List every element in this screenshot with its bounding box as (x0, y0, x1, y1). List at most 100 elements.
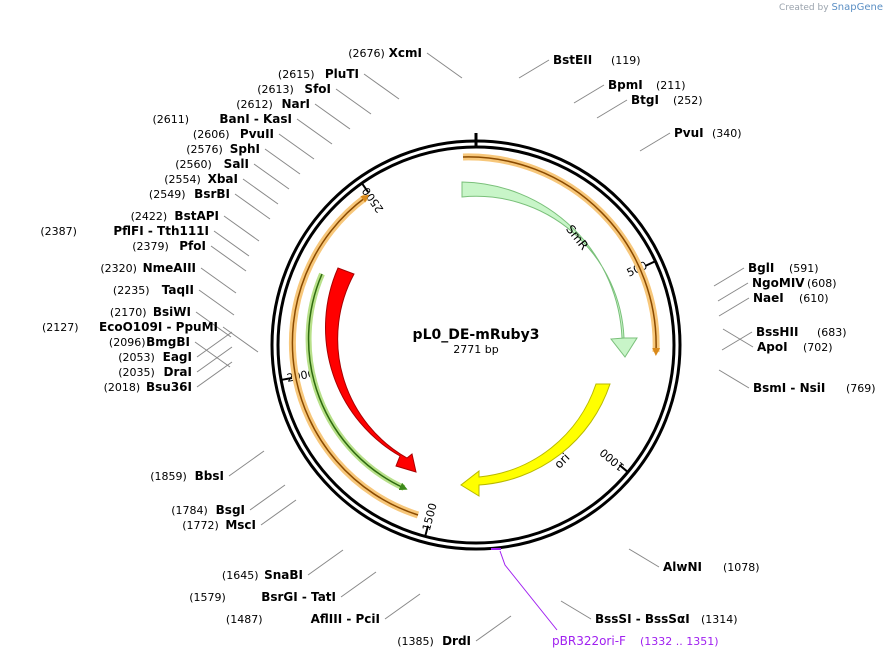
site-position: (2320) (100, 262, 137, 275)
site-name: BglI (748, 261, 774, 275)
site-drai[interactable]: DraI (2035) (118, 346, 233, 379)
site-name: PluTI (325, 67, 359, 81)
site-name: XbaI (208, 172, 238, 186)
site-bani-kasi[interactable]: BanI - KasI (2611) (153, 112, 333, 145)
site-taqii[interactable]: TaqII (2235) (113, 283, 235, 316)
site-name: BtgI (631, 93, 659, 107)
site-name: BpmI (608, 78, 643, 92)
site-position: (1314) (701, 613, 738, 626)
site-leader (314, 103, 351, 130)
primer-name[interactable]: pBR322ori-F (552, 634, 626, 648)
site-name: PvuI (674, 126, 704, 140)
site-position: (340) (712, 127, 742, 140)
site-bsu36i[interactable]: Bsu36I (2018) (104, 361, 233, 394)
site-apoi[interactable]: ApoI (702) (722, 328, 833, 354)
site-sfoi[interactable]: SfoI (2613) (257, 82, 372, 115)
site-snabi[interactable]: SnaBI (1645) (222, 549, 344, 582)
site-sphi[interactable]: SphI (2576) (186, 142, 301, 175)
site-position: (610) (799, 292, 829, 305)
site-pflfi-tth111i[interactable]: PflFI - Tth111I (2387) (40, 224, 250, 257)
site-position: (591) (789, 262, 819, 275)
site-leader (628, 548, 660, 568)
site-bsrgi-tati[interactable]: BsrGI - TatI (1579) (189, 571, 377, 604)
site-name: BssSI - BssSαI (595, 612, 690, 626)
site-eagi[interactable]: EagI (2053) (118, 331, 233, 364)
site-ngomiv[interactable]: NgoMIV (608) (717, 276, 837, 302)
site-position: (2554) (164, 173, 201, 186)
orf-arc-smr-core (462, 156, 661, 356)
site-position: (1645) (222, 569, 259, 582)
site-position: (2676) (348, 47, 385, 60)
site-leader (475, 615, 512, 642)
site-name: AlwNI (663, 560, 702, 574)
site-leader (196, 361, 233, 388)
feature-smr-label: SmR (563, 222, 591, 252)
site-bbsi[interactable]: BbsI (1859) (150, 450, 265, 483)
site-position: (1579) (189, 591, 226, 604)
site-xbai[interactable]: XbaI (2554) (164, 172, 279, 205)
site-alwni[interactable]: AlwNI (1078) (628, 548, 760, 574)
orf-arc-left-core (291, 194, 419, 516)
site-naei[interactable]: NaeI (610) (718, 291, 829, 317)
snapgene-credit: Created by SnapGene (779, 2, 883, 13)
site-pvuii[interactable]: PvuII (2606) (193, 127, 315, 160)
site-bsmi-nsii[interactable]: BsmI - NsiI (769) (718, 369, 876, 395)
site-bgli[interactable]: BglI (591) (713, 261, 819, 287)
site-sali[interactable]: SalI (2560) (175, 157, 290, 190)
site-pluti[interactable]: PluTI (2615) (278, 67, 400, 100)
tick-label: 1000 (597, 446, 627, 474)
site-leader (384, 593, 421, 620)
site-nmeaiii[interactable]: NmeAIII (2320) (100, 261, 237, 294)
site-drdi[interactable]: DrdI (1385) (397, 615, 512, 648)
site-name: PfoI (179, 239, 206, 253)
site-bsiwi[interactable]: BsiWI (2170) (110, 305, 232, 338)
site-afliii-pcii[interactable]: AflIII - PciI (1487) (226, 593, 421, 626)
site-position: (2387) (40, 225, 77, 238)
site-leader (340, 571, 377, 598)
site-leader (253, 163, 290, 190)
site-position: (2035) (118, 366, 155, 379)
site-position: (2612) (236, 98, 273, 111)
site-bmgbi[interactable]: BmgBI(2096) (109, 335, 231, 368)
site-pfoi[interactable]: PfoI (2379) (132, 239, 247, 272)
site-leader (210, 245, 247, 272)
credit-text: Created by (779, 3, 829, 13)
site-name: BstAPI (174, 209, 219, 223)
site-position: (2127) (42, 321, 79, 334)
site-name: EagI (163, 350, 192, 364)
feature-ori[interactable] (460, 383, 611, 497)
site-name: SalI (224, 157, 249, 171)
site-leader (198, 289, 235, 316)
site-xcmi[interactable]: XcmI (2676) (348, 46, 463, 79)
site-msci[interactable]: MscI (1772) (182, 499, 297, 532)
site-btgi[interactable]: BtgI (252) (596, 93, 703, 119)
site-bstapi[interactable]: BstAPI (2422) (131, 209, 260, 242)
site-name: BmgBI (146, 335, 190, 349)
site-pvui[interactable]: PvuI (340) (639, 126, 742, 152)
tick-2500 (361, 182, 370, 193)
site-position: (1487) (226, 613, 263, 626)
site-bsteii[interactable]: BstEII (119) (518, 53, 641, 79)
site-position: (119) (611, 54, 641, 67)
site-position: (252) (673, 94, 703, 107)
site-position: (2576) (186, 143, 223, 156)
site-bsgi[interactable]: BsgI (1784) (171, 484, 286, 517)
site-name: TaqII (162, 283, 194, 297)
site-bpmi[interactable]: BpmI (211) (573, 78, 686, 104)
site-name: BsrGI - TatI (261, 590, 336, 604)
site-name: Bsu36I (146, 380, 192, 394)
feature-mruby3[interactable] (325, 267, 417, 473)
site-leader (639, 132, 671, 152)
site-leader (195, 311, 232, 338)
feature-smr[interactable] (461, 181, 638, 358)
site-bsshii[interactable]: BssHII (683) (721, 325, 847, 351)
site-bsssi-bsss-i[interactable]: BssSI - BssSαI (1314) (560, 600, 738, 626)
site-leader (260, 499, 297, 526)
site-nari[interactable]: NarI (2612) (236, 97, 351, 130)
site-leader (713, 267, 745, 287)
site-ecoo109i-ppumi[interactable]: EcoO109I - PpuMI (2127) (42, 320, 259, 353)
site-bsrbi[interactable]: BsrBI (2549) (149, 187, 271, 220)
site-position: (2611) (153, 113, 190, 126)
site-name: EcoO109I - PpuMI (99, 320, 218, 334)
